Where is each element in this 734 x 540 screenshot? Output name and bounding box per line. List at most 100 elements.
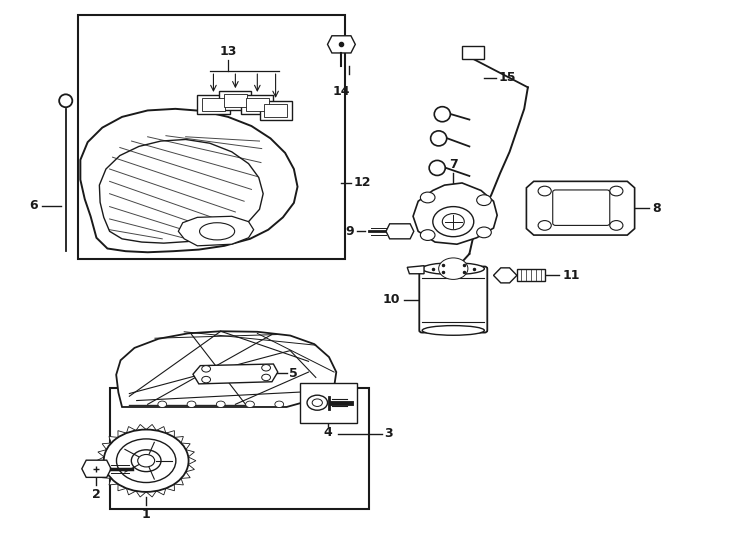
Text: 14: 14 [333,85,350,98]
Circle shape [187,401,196,408]
Circle shape [217,401,225,408]
Circle shape [476,227,491,238]
Circle shape [421,192,435,203]
Text: 6: 6 [29,199,38,212]
Circle shape [538,186,551,196]
Ellipse shape [422,263,484,274]
Polygon shape [462,46,484,59]
Polygon shape [118,484,126,491]
Bar [78,15,345,259]
Circle shape [202,366,211,372]
Polygon shape [189,457,196,464]
Bar [109,388,369,509]
Circle shape [538,220,551,230]
Polygon shape [99,139,264,243]
Polygon shape [166,484,175,491]
Text: 5: 5 [289,367,298,380]
Bar [299,383,357,423]
Polygon shape [181,472,190,478]
Polygon shape [174,478,184,485]
Circle shape [610,220,623,230]
Ellipse shape [429,160,446,176]
Circle shape [158,401,167,408]
Text: 13: 13 [219,45,237,58]
Circle shape [262,374,270,381]
Ellipse shape [431,131,447,146]
Polygon shape [109,478,118,485]
Circle shape [103,429,189,492]
Polygon shape [174,436,184,443]
Circle shape [476,195,491,206]
FancyBboxPatch shape [553,190,610,225]
Text: 2: 2 [92,488,101,501]
Text: 10: 10 [382,293,400,306]
Circle shape [262,364,270,371]
Polygon shape [126,488,136,495]
Polygon shape [96,457,104,464]
Polygon shape [181,443,190,450]
Circle shape [275,401,283,408]
Circle shape [439,258,468,279]
Text: 9: 9 [345,225,354,238]
Circle shape [131,450,161,471]
Polygon shape [407,266,424,274]
Polygon shape [146,424,156,430]
Polygon shape [156,488,166,495]
Polygon shape [116,331,336,407]
Text: 8: 8 [653,202,661,215]
Text: 3: 3 [385,427,393,440]
Circle shape [300,401,309,408]
Polygon shape [102,443,112,450]
Circle shape [117,439,176,483]
Polygon shape [517,269,545,281]
Polygon shape [156,427,166,433]
Polygon shape [109,436,118,443]
Circle shape [312,399,322,407]
Polygon shape [118,430,126,437]
Circle shape [610,186,623,196]
Text: 11: 11 [562,269,580,282]
Polygon shape [178,217,254,246]
Polygon shape [126,427,136,433]
Polygon shape [81,460,111,477]
Polygon shape [102,472,112,478]
Circle shape [443,214,464,230]
Polygon shape [136,424,146,430]
Text: 1: 1 [142,508,150,521]
Polygon shape [386,224,414,239]
FancyBboxPatch shape [246,98,269,111]
Polygon shape [193,364,277,384]
Circle shape [307,395,327,410]
Polygon shape [98,464,106,472]
FancyBboxPatch shape [419,267,487,333]
Circle shape [433,207,473,237]
Text: 12: 12 [354,177,371,190]
Ellipse shape [59,94,73,107]
Polygon shape [98,450,106,457]
Polygon shape [186,450,195,457]
Polygon shape [493,268,517,283]
Circle shape [246,401,255,408]
Text: 4: 4 [324,426,333,439]
FancyBboxPatch shape [219,91,252,111]
FancyBboxPatch shape [197,95,230,114]
Circle shape [202,376,211,383]
Circle shape [138,455,155,467]
FancyBboxPatch shape [260,101,291,120]
Text: 15: 15 [498,71,516,84]
FancyBboxPatch shape [202,98,225,111]
Polygon shape [136,491,146,497]
Polygon shape [80,109,297,252]
Circle shape [448,265,459,273]
Polygon shape [327,36,355,53]
Polygon shape [186,464,195,472]
Polygon shape [166,430,175,437]
Polygon shape [413,183,497,244]
Circle shape [421,230,435,240]
Ellipse shape [435,107,451,122]
Ellipse shape [200,222,235,240]
Ellipse shape [422,326,484,335]
Polygon shape [526,181,635,235]
FancyBboxPatch shape [241,95,273,114]
Text: 7: 7 [449,158,458,171]
